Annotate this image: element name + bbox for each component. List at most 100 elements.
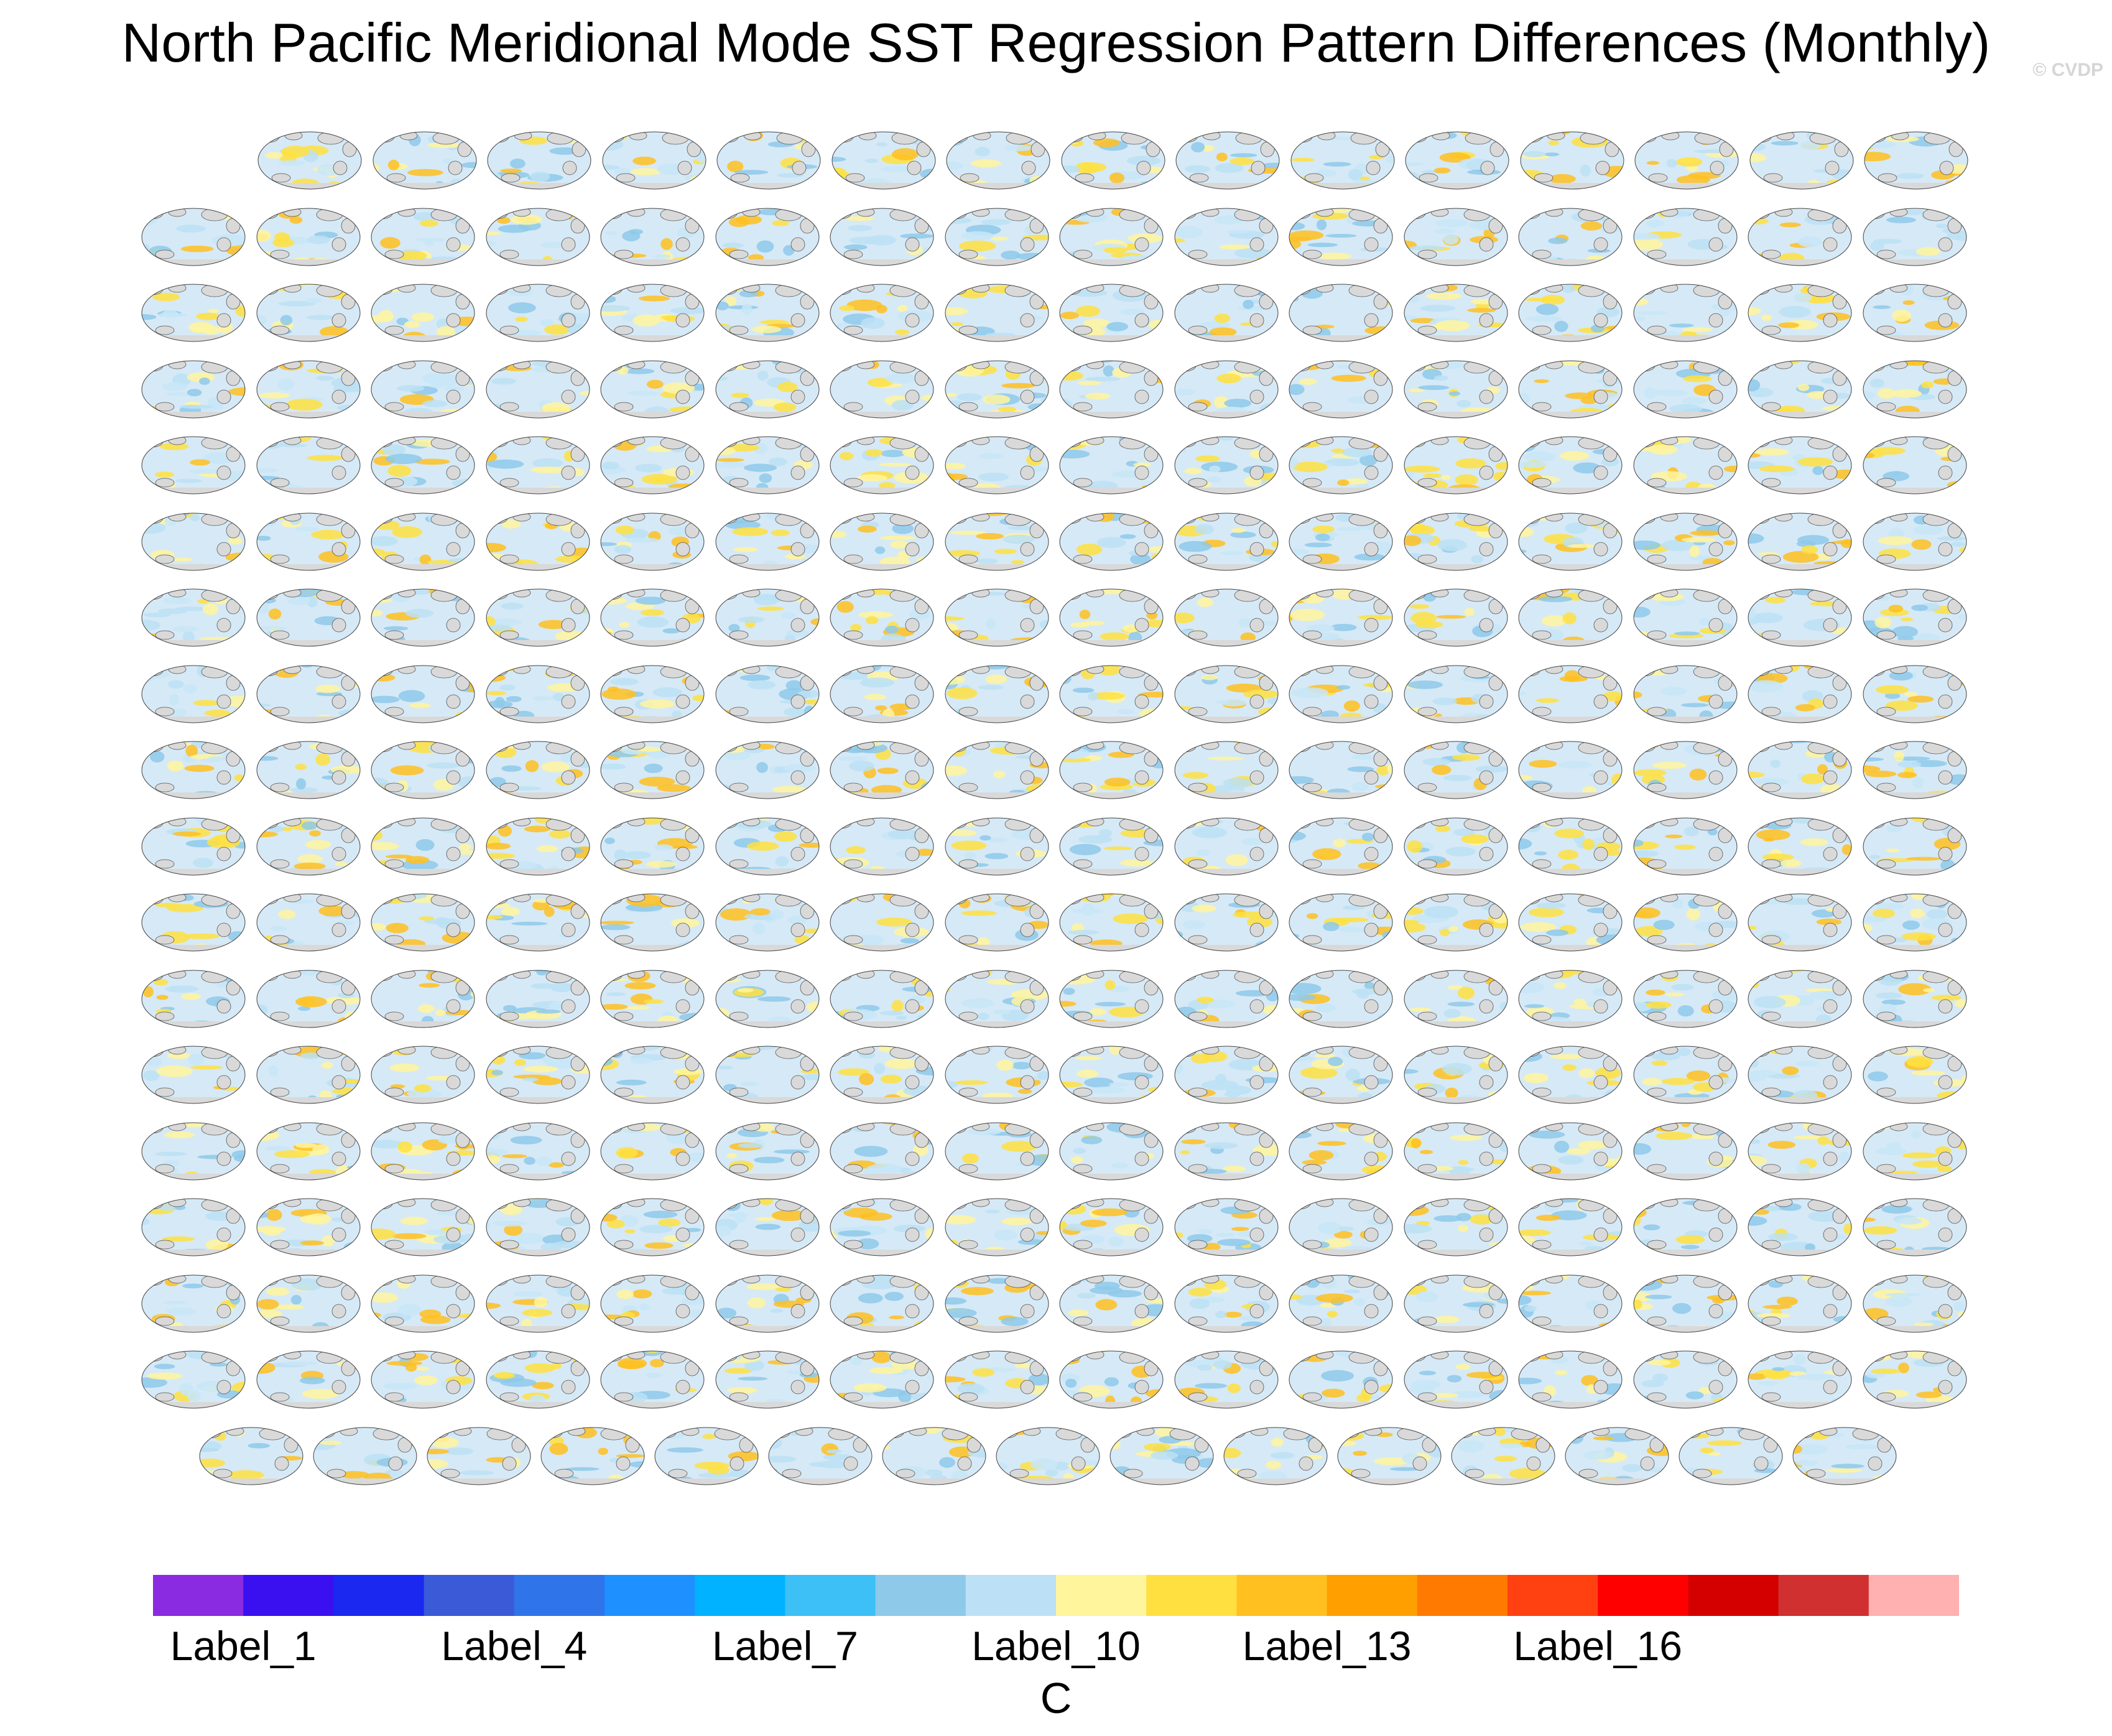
sst-map-panel xyxy=(828,658,935,725)
sst-map-panel xyxy=(1173,886,1280,954)
sst-map-panel xyxy=(1402,582,1509,649)
sst-map-panel xyxy=(1173,277,1280,344)
sst-map-panel xyxy=(140,353,247,420)
sst-map-panel xyxy=(1632,658,1739,725)
sst-map-panel xyxy=(828,1115,935,1182)
sst-map-panel xyxy=(1746,201,1853,268)
colorbar-swatch xyxy=(604,1575,695,1616)
sst-map-panel xyxy=(714,658,821,725)
sst-map-panel xyxy=(255,734,362,801)
sst-map-panel xyxy=(1632,1344,1739,1411)
sst-map-panel xyxy=(1861,201,1968,268)
sst-map-panel xyxy=(1173,810,1280,878)
sst-map-panel xyxy=(714,201,821,268)
sst-map-panel xyxy=(714,1191,821,1258)
colorbar-swatch xyxy=(1598,1575,1688,1616)
colorbar-labels: Label_1 Label_4 Label_7 Label_10 Label_13 Lab… xyxy=(0,1622,2112,1672)
sst-map-panel xyxy=(484,1191,591,1258)
sst-map-panel xyxy=(1517,1115,1624,1182)
sst-map-panel xyxy=(255,1039,362,1106)
sst-map-panel xyxy=(1058,277,1165,344)
sst-map-panel xyxy=(255,1191,362,1258)
sst-map-panel xyxy=(1173,1039,1280,1106)
sst-map-panel xyxy=(255,886,362,954)
sst-map-panel xyxy=(369,582,476,649)
sst-map-panel xyxy=(714,1115,821,1182)
sst-map-panel xyxy=(1287,1115,1394,1182)
sst-map-panel xyxy=(599,582,706,649)
sst-map-panel xyxy=(255,963,362,1030)
sst-map-panel xyxy=(1402,353,1509,420)
sst-map-panel xyxy=(1632,201,1739,268)
sst-map-panel xyxy=(1402,506,1509,573)
sst-map-panel xyxy=(1632,886,1739,954)
sst-map-panel xyxy=(255,1268,362,1335)
sst-map-panel xyxy=(1746,1115,1853,1182)
sst-map-panel xyxy=(714,810,821,878)
sst-map-panel xyxy=(1748,124,1855,192)
sst-map-panel xyxy=(1173,658,1280,725)
sst-map-panel xyxy=(371,124,478,192)
sst-map-panel xyxy=(140,1344,247,1411)
sst-map-panel xyxy=(1632,353,1739,420)
sst-map-panel xyxy=(1060,124,1167,192)
sst-map-panel xyxy=(1861,506,1968,573)
sst-map-panel xyxy=(943,429,1050,496)
sst-map-panel xyxy=(1058,658,1165,725)
colorbar-swatch xyxy=(1778,1575,1869,1616)
sst-map-panel xyxy=(1173,582,1280,649)
colorbar-swatch xyxy=(1688,1575,1779,1616)
sst-map-panel xyxy=(1861,429,1968,496)
sst-map-panel xyxy=(1861,1268,1968,1335)
sst-map-panel xyxy=(1517,201,1624,268)
colorbar-swatch xyxy=(965,1575,1057,1616)
sst-map-panel xyxy=(1517,963,1624,1030)
sst-map-panel xyxy=(1517,886,1624,954)
sst-map-panel xyxy=(1402,886,1509,954)
sst-map-panel xyxy=(1108,1420,1215,1487)
sst-map-panel xyxy=(1174,124,1281,192)
sst-map-panel xyxy=(828,277,935,344)
sst-map-panel xyxy=(828,734,935,801)
sst-map-panel xyxy=(599,658,706,725)
sst-map-panel xyxy=(715,124,822,192)
sst-map-panel xyxy=(484,353,591,420)
sst-map-panel xyxy=(1519,124,1626,192)
cvdp-watermark: © CVDP xyxy=(2032,60,2103,80)
sst-map-panel xyxy=(484,658,591,725)
sst-map-panel xyxy=(1746,658,1853,725)
sst-map-panel xyxy=(369,353,476,420)
sst-map-panel xyxy=(1287,886,1394,954)
sst-map-panel xyxy=(1287,429,1394,496)
sst-map-panel xyxy=(369,201,476,268)
colorbar-swatch xyxy=(1327,1575,1418,1616)
sst-map-panel xyxy=(828,353,935,420)
sst-map-panel xyxy=(943,1344,1050,1411)
sst-map-panel xyxy=(140,1268,247,1335)
sst-map-panel xyxy=(1058,201,1165,268)
sst-map-panel xyxy=(1746,506,1853,573)
sst-map-panel xyxy=(1632,506,1739,573)
sst-map-panel xyxy=(1287,963,1394,1030)
sst-map-panel xyxy=(484,429,591,496)
sst-map-panel xyxy=(1517,429,1624,496)
sst-map-panel xyxy=(1402,429,1509,496)
sst-map-panel xyxy=(599,353,706,420)
sst-map-panel xyxy=(881,1420,988,1487)
sst-map-panel xyxy=(828,201,935,268)
sst-map-panel xyxy=(1402,277,1509,344)
sst-map-panel xyxy=(1058,429,1165,496)
sst-map-panel xyxy=(484,277,591,344)
sst-map-panel xyxy=(1861,1115,1968,1182)
sst-map-panel xyxy=(943,734,1050,801)
sst-map-panel xyxy=(1173,506,1280,573)
colorbar-swatch xyxy=(333,1575,425,1616)
colorbar-tick-label: Label_1 xyxy=(170,1623,317,1669)
sst-map-panel xyxy=(1402,1268,1509,1335)
sst-map-panel xyxy=(1746,886,1853,954)
sst-map-panel xyxy=(425,1420,532,1487)
sst-map-panel xyxy=(714,886,821,954)
sst-map-panel xyxy=(943,201,1050,268)
sst-map-panel xyxy=(484,963,591,1030)
